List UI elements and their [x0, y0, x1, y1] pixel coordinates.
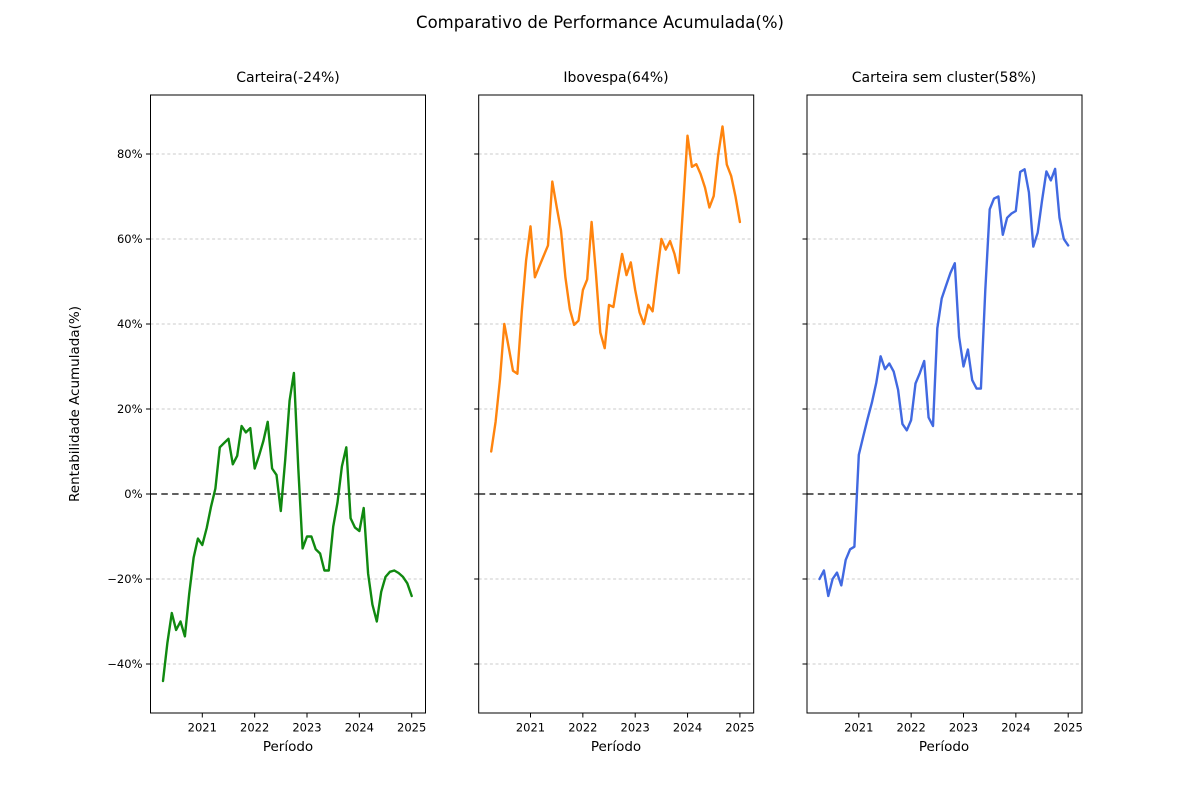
x-tick-label: 2023: [949, 721, 978, 735]
x-tick-label: 2022: [568, 721, 597, 735]
axes-spines: [150, 94, 426, 714]
x-tick-label: 2022: [240, 721, 269, 735]
y-tick-label: 40%: [117, 317, 143, 331]
x-axis-label-1: Período: [262, 739, 314, 755]
subplot-title-ibovespa: Ibovespa(64%): [563, 70, 669, 86]
x-tick-label: 2025: [725, 721, 754, 735]
y-tick-label: 80%: [117, 147, 143, 161]
x-tick-label: 2023: [292, 721, 321, 735]
y-tick-label: 0%: [124, 487, 142, 501]
subplot-title-carteira: Carteira(-24%): [236, 70, 340, 86]
axes-spines: [806, 94, 1083, 714]
x-tick-label: 2021: [844, 721, 873, 735]
y-tick-label: −20%: [107, 572, 142, 586]
y-tick-label: 20%: [117, 402, 143, 416]
subplot-title-carteira-sem-cluster: Carteira sem cluster(58%): [851, 70, 1037, 86]
x-tick-label: 2023: [621, 721, 650, 735]
series-line-carteira-sem-cluster: [818, 167, 1070, 598]
x-tick-label: 2025: [397, 721, 426, 735]
x-tick-label: 2024: [673, 721, 702, 735]
x-tick-label: 2025: [1054, 721, 1083, 735]
x-tick-label: 2021: [516, 721, 545, 735]
y-tick-label: −40%: [107, 657, 142, 671]
chart-title: Comparativo de Performance Acumulada(%): [416, 13, 784, 32]
y-tick-label: 60%: [117, 232, 143, 246]
x-tick-label: 2022: [897, 721, 926, 735]
series-line-carteira: [161, 371, 413, 683]
series-line-ibovespa: [490, 125, 742, 453]
x-axis-label-3: Período: [918, 739, 970, 755]
x-axis-label-2: Período: [590, 739, 642, 755]
axes-spines: [478, 94, 755, 714]
x-tick-label: 2024: [345, 721, 374, 735]
x-tick-label: 2024: [1001, 721, 1030, 735]
x-tick-label: 2021: [188, 721, 217, 735]
